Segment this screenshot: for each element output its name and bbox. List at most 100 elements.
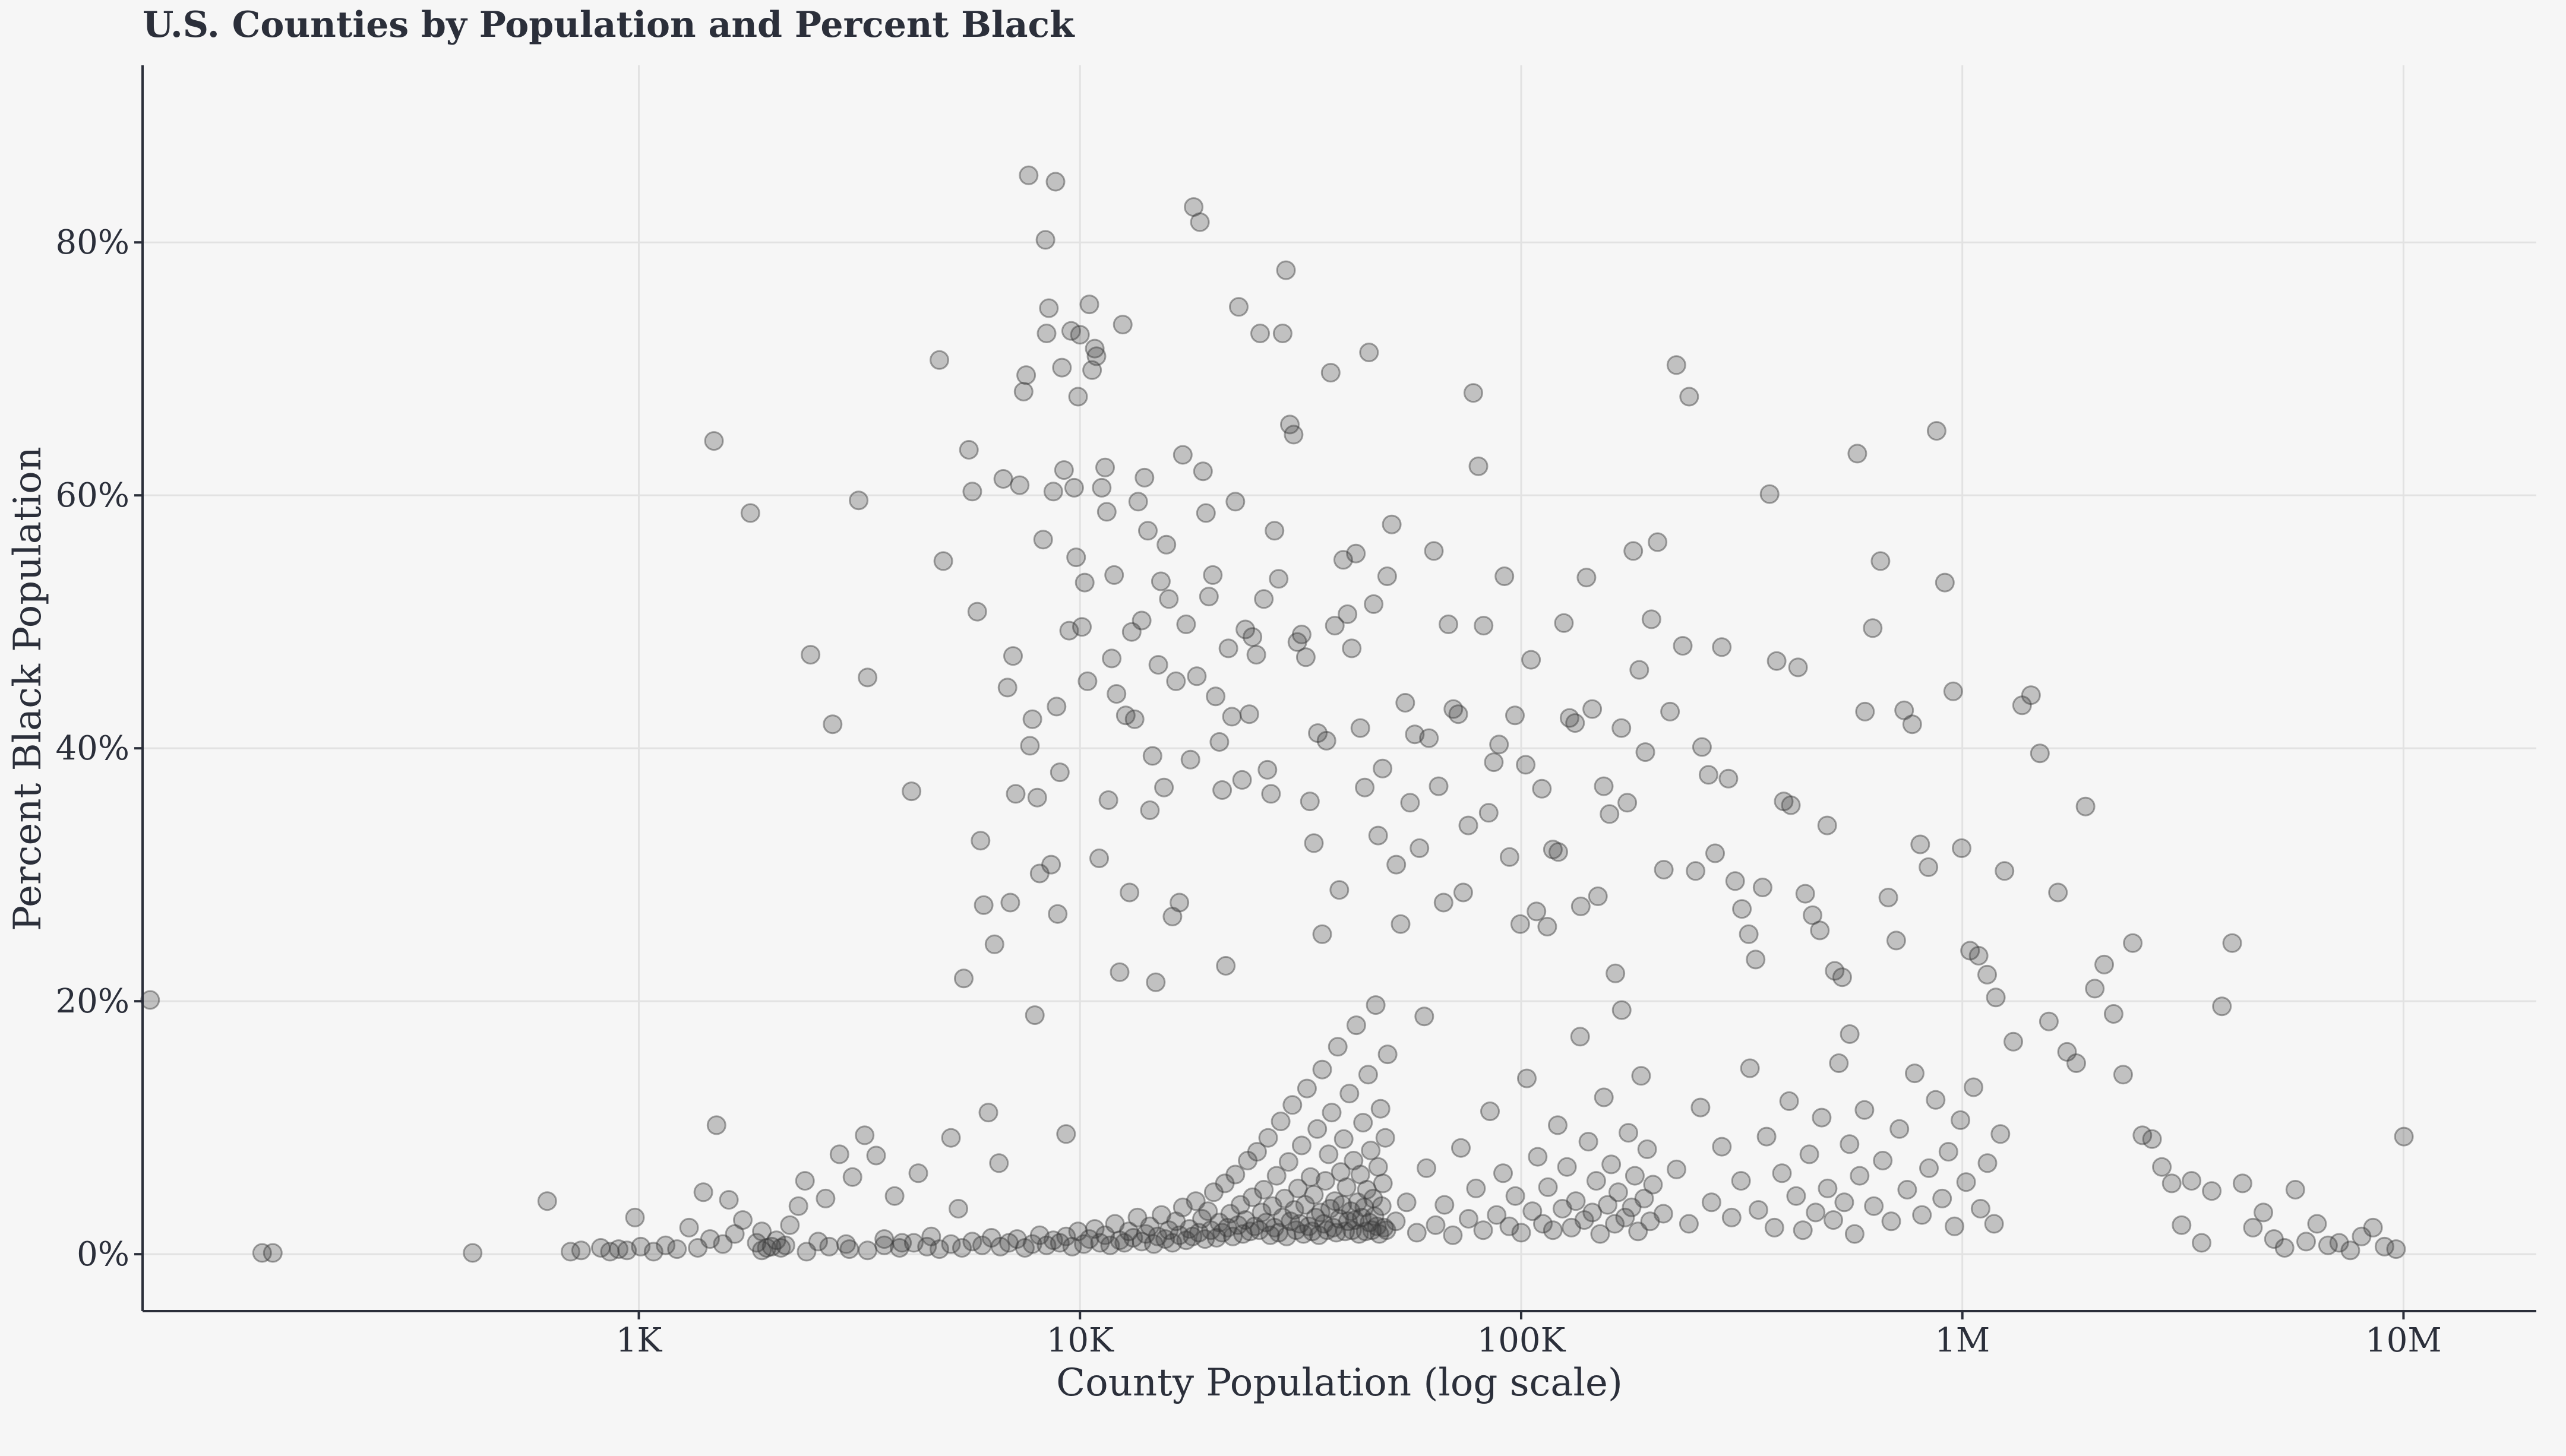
data-point: [1206, 686, 1226, 707]
data-point: [829, 1144, 849, 1164]
data-point: [625, 1207, 645, 1227]
data-point: [1329, 1209, 1350, 1229]
data-point: [1484, 752, 1504, 773]
data-point: [1660, 701, 1680, 721]
data-point: [1373, 758, 1393, 778]
data-point: [2003, 1031, 2023, 1052]
data-point: [1641, 609, 1661, 629]
data-point: [1854, 1100, 1875, 1120]
data-point: [949, 1199, 968, 1218]
data-point: [1712, 637, 1732, 657]
data-point: [1956, 1172, 1976, 1192]
data-point: [1187, 666, 1207, 686]
data-point: [1193, 461, 1213, 482]
data-point: [1102, 648, 1122, 669]
data-point: [1293, 1224, 1313, 1244]
data-point: [941, 1234, 961, 1254]
data-point: [1764, 1217, 1784, 1237]
data-point: [1013, 382, 1034, 401]
data-point: [2123, 933, 2143, 953]
data-point: [1598, 1195, 1617, 1215]
data-point: [1643, 1175, 1663, 1195]
data-point: [1712, 1137, 1732, 1157]
data-point: [1179, 1219, 1199, 1239]
data-point: [1056, 1226, 1076, 1246]
data-point: [1926, 1090, 1946, 1110]
data-point: [1072, 617, 1092, 637]
data-point: [1995, 861, 2015, 881]
data-point: [1151, 1205, 1171, 1225]
data-point: [1617, 793, 1638, 813]
data-point: [989, 1153, 1009, 1173]
data-point: [1629, 660, 1649, 680]
data-point: [1451, 1138, 1471, 1158]
data-point: [1092, 477, 1112, 498]
data-point: [1183, 1226, 1203, 1246]
data-point: [1478, 803, 1499, 823]
data-point: [2222, 933, 2242, 953]
data-point: [1258, 1128, 1278, 1148]
data-point: [1325, 616, 1345, 636]
data-point: [1582, 699, 1603, 719]
data-point: [1203, 565, 1223, 585]
data-point: [1136, 1224, 1156, 1244]
data-point: [1919, 1158, 1939, 1178]
data-point: [1022, 1234, 1042, 1254]
data-point: [1623, 541, 1644, 561]
data-point: [1300, 792, 1320, 812]
data-point: [1138, 521, 1158, 541]
data-point: [2243, 1217, 2263, 1237]
data-point: [1453, 882, 1473, 903]
data-point: [1386, 1211, 1406, 1232]
data-point: [1803, 905, 1822, 925]
data-point: [1977, 964, 1997, 985]
x-tick-label: 1K: [616, 1321, 663, 1360]
data-point: [1348, 1192, 1368, 1213]
data-point: [1254, 1180, 1274, 1199]
data-point: [1142, 746, 1162, 766]
data-point: [1220, 1204, 1240, 1224]
data-point: [591, 1238, 611, 1258]
data-point: [1252, 1202, 1272, 1223]
data-point: [1110, 962, 1130, 982]
data-point: [561, 1242, 580, 1262]
data-point: [1752, 878, 1772, 897]
data-point: [1386, 854, 1407, 875]
data-point: [1799, 1144, 1819, 1164]
data-point: [1007, 1229, 1027, 1249]
data-point: [1212, 1223, 1233, 1243]
data-point: [1468, 456, 1489, 476]
data-point: [1113, 315, 1133, 335]
data-point: [902, 781, 922, 802]
data-point: [1240, 1221, 1260, 1242]
data-point: [1317, 1220, 1337, 1240]
data-point: [1124, 709, 1145, 729]
data-point: [617, 1240, 637, 1261]
data-point: [1984, 1214, 2004, 1234]
data-point: [1637, 1139, 1657, 1159]
data-point: [1458, 1209, 1478, 1229]
data-point: [1288, 1178, 1308, 1198]
data-point: [1029, 1225, 1050, 1245]
data-point: [1844, 1224, 1865, 1244]
data-point: [1926, 421, 1946, 441]
data-point: [1376, 1220, 1396, 1240]
data-point: [1278, 1152, 1298, 1172]
data-point: [874, 1235, 895, 1255]
data-point: [1812, 1107, 1832, 1128]
data-point: [1527, 901, 1547, 922]
data-point: [771, 1238, 791, 1258]
data-point: [706, 1115, 726, 1135]
y-tick-label: 40%: [56, 729, 129, 768]
data-point: [823, 714, 843, 735]
data-point: [1036, 324, 1057, 343]
data-point: [1443, 699, 1464, 719]
data-point: [1206, 1228, 1227, 1248]
data-point: [1566, 1191, 1586, 1211]
data-point: [1615, 1207, 1635, 1227]
data-point: [1894, 700, 1914, 720]
data-point: [1881, 1211, 1901, 1232]
data-point: [1362, 1220, 1382, 1240]
data-point: [908, 1163, 928, 1183]
